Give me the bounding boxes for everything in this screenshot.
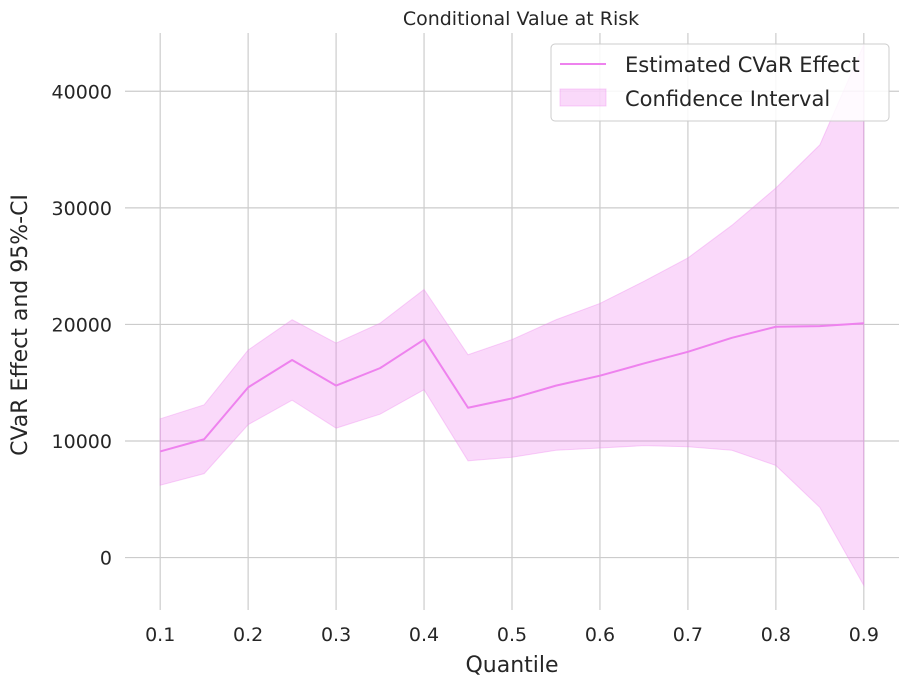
x-tick-label: 0.8 xyxy=(761,624,791,646)
legend: Estimated CVaR Effect Confidence Interva… xyxy=(550,43,890,122)
legend-label-ci: Confidence Interval xyxy=(625,87,830,111)
x-tick-label: 0.3 xyxy=(321,624,351,646)
x-axis-label: Quantile xyxy=(465,653,558,678)
cvar-line-layer xyxy=(159,322,864,453)
y-tick-label: 40000 xyxy=(52,81,112,103)
x-tick-label: 0.2 xyxy=(233,624,263,646)
confidence-interval-band xyxy=(159,44,865,588)
estimated-cvar-line xyxy=(159,322,864,453)
x-tick-label: 0.5 xyxy=(497,624,527,646)
y-axis-label: CVaR Effect and 95%-CI xyxy=(8,194,33,456)
x-tick-label: 0.9 xyxy=(849,624,879,646)
y-tick-label: 0 xyxy=(100,548,112,570)
confidence-band-layer xyxy=(159,44,865,588)
x-tick-label: 0.4 xyxy=(409,624,439,646)
chart-title: Conditional Value at Risk xyxy=(403,8,639,30)
x-tick-label: 0.7 xyxy=(673,624,703,646)
y-tick-label: 20000 xyxy=(52,314,112,336)
y-tick-label: 10000 xyxy=(52,431,112,453)
x-tick-labels: 0.1 0.2 0.3 0.4 0.5 0.6 0.7 0.8 0.9 xyxy=(145,624,879,646)
legend-box xyxy=(550,43,890,122)
x-tick-label: 0.6 xyxy=(585,624,615,646)
legend-label-estimated: Estimated CVaR Effect xyxy=(625,53,860,77)
y-tick-label: 30000 xyxy=(52,198,112,220)
legend-band-swatch xyxy=(559,88,607,107)
y-tick-labels: 0 10000 20000 30000 40000 xyxy=(52,81,112,569)
x-tick-label: 0.1 xyxy=(145,624,175,646)
